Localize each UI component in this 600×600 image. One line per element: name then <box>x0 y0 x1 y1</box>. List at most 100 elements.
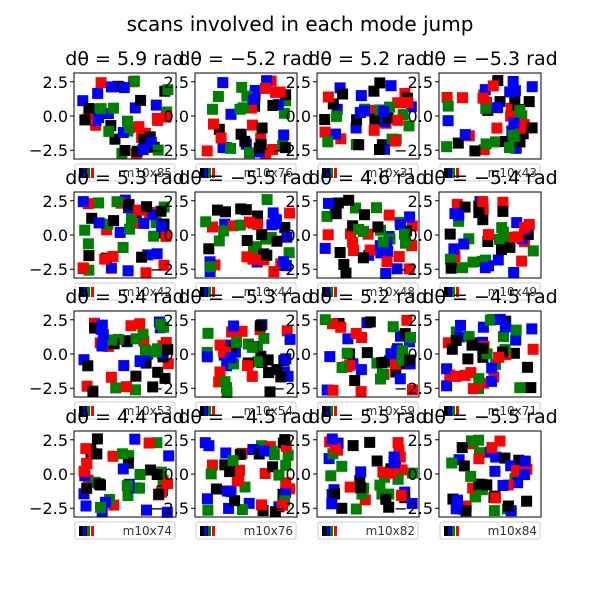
subplot-6: −2.5 0.0 2.5 dθ = −5.5 rad m10x44 <box>150 167 314 301</box>
scatter-point <box>150 346 162 358</box>
scatter-point <box>491 122 503 134</box>
y-tick-label: 0.0 <box>43 107 68 126</box>
scatter-point <box>140 357 152 369</box>
y-tick-label: 2.5 <box>286 311 311 330</box>
scatter-point <box>477 92 489 104</box>
scatter-point <box>279 434 291 446</box>
scatter-markers <box>201 75 292 159</box>
subplot-title: dθ = 5.2 rad <box>308 286 427 308</box>
scatter-point <box>102 340 114 352</box>
scatter-point <box>77 262 89 274</box>
scatter-point <box>227 455 239 467</box>
scatter-point <box>319 314 331 326</box>
legend-handle <box>87 406 90 416</box>
scatter-point <box>247 444 259 455</box>
scatter-point <box>453 209 465 221</box>
scatter-point <box>212 204 223 216</box>
scatter-point <box>359 494 371 506</box>
scatter-point <box>93 478 105 490</box>
scatter-point <box>329 442 341 454</box>
scatter-point <box>261 194 273 206</box>
legend-handle <box>326 406 329 416</box>
scatter-point <box>526 323 538 335</box>
scatter-point <box>105 262 117 274</box>
scatter-point <box>278 129 290 141</box>
scatter-point <box>108 215 120 227</box>
scatter-point <box>509 85 521 97</box>
scatter-point <box>261 249 273 261</box>
scatter-point <box>494 96 506 108</box>
scatter-point <box>241 251 253 263</box>
scatter-point <box>368 124 380 136</box>
scatter-point <box>446 343 458 355</box>
legend-handle <box>330 526 333 536</box>
y-tick-label: 0.0 <box>43 345 68 364</box>
scatter-point <box>111 196 123 208</box>
scatter-point <box>477 214 489 226</box>
scatter-point <box>202 504 214 516</box>
scatter-point <box>152 366 164 378</box>
y-tick-label: 0.0 <box>43 465 68 484</box>
scatter-point <box>242 360 253 372</box>
scatter-point <box>347 440 359 452</box>
scatter-point <box>322 136 334 148</box>
scatter-point <box>392 114 404 126</box>
scatter-point <box>220 206 231 218</box>
scatter-point <box>522 361 533 373</box>
scatter-point <box>486 442 498 454</box>
legend-label: m10x76 <box>244 524 293 538</box>
scatter-point <box>503 142 515 154</box>
scatter-point <box>280 440 292 452</box>
scatter-point <box>332 197 344 209</box>
scatter-point <box>473 478 485 490</box>
legend-label: m10x71 <box>488 404 537 418</box>
scatter-point <box>93 112 105 124</box>
scatter-point <box>478 144 490 156</box>
legend-frame <box>195 163 297 182</box>
scatter-point <box>322 229 334 241</box>
scatter-point <box>277 499 288 511</box>
legend-frame <box>74 521 176 540</box>
scatter-point <box>450 503 462 515</box>
scatter-point <box>123 450 135 462</box>
scatter-point <box>284 207 296 219</box>
scatter-point <box>497 480 509 491</box>
y-tick-label: 0.0 <box>286 465 311 484</box>
scatter-point <box>473 434 484 446</box>
scatter-point <box>103 125 115 137</box>
scatter-point <box>136 251 148 263</box>
y-tick-label: 2.5 <box>164 73 189 92</box>
scatter-point <box>280 459 292 471</box>
scatter-point <box>126 213 137 224</box>
scatter-point <box>106 334 118 346</box>
legend-frame <box>317 163 419 182</box>
legend: m10x44 <box>195 282 297 301</box>
scatter-point <box>80 443 92 455</box>
subplot-title: dθ = 5.5 rad <box>308 406 427 428</box>
scatter-point <box>246 341 258 353</box>
scatter-point <box>336 460 348 472</box>
scatter-point <box>458 460 470 472</box>
scatter-point <box>158 259 170 271</box>
scatter-point <box>273 469 285 481</box>
scatter-markers <box>441 313 539 395</box>
scatter-point <box>389 135 401 147</box>
legend-handle <box>87 526 90 536</box>
scatter-point <box>134 318 146 330</box>
scatter-point <box>221 360 233 372</box>
scatter-markers <box>201 319 296 398</box>
scatter-point <box>134 482 145 494</box>
scatter-point <box>393 251 405 263</box>
scatter-point <box>141 504 152 516</box>
scatter-point <box>97 329 109 341</box>
scatter-point <box>200 216 212 228</box>
y-tick-label: −2.5 <box>272 141 311 160</box>
legend-handle <box>326 168 329 178</box>
scatter-point <box>494 435 506 447</box>
scatter-point <box>350 122 362 134</box>
scatter-point <box>484 314 496 326</box>
scatter-point <box>81 380 93 392</box>
scatter-point <box>143 437 155 449</box>
scatter-point <box>444 228 456 240</box>
scatter-point <box>509 93 521 104</box>
